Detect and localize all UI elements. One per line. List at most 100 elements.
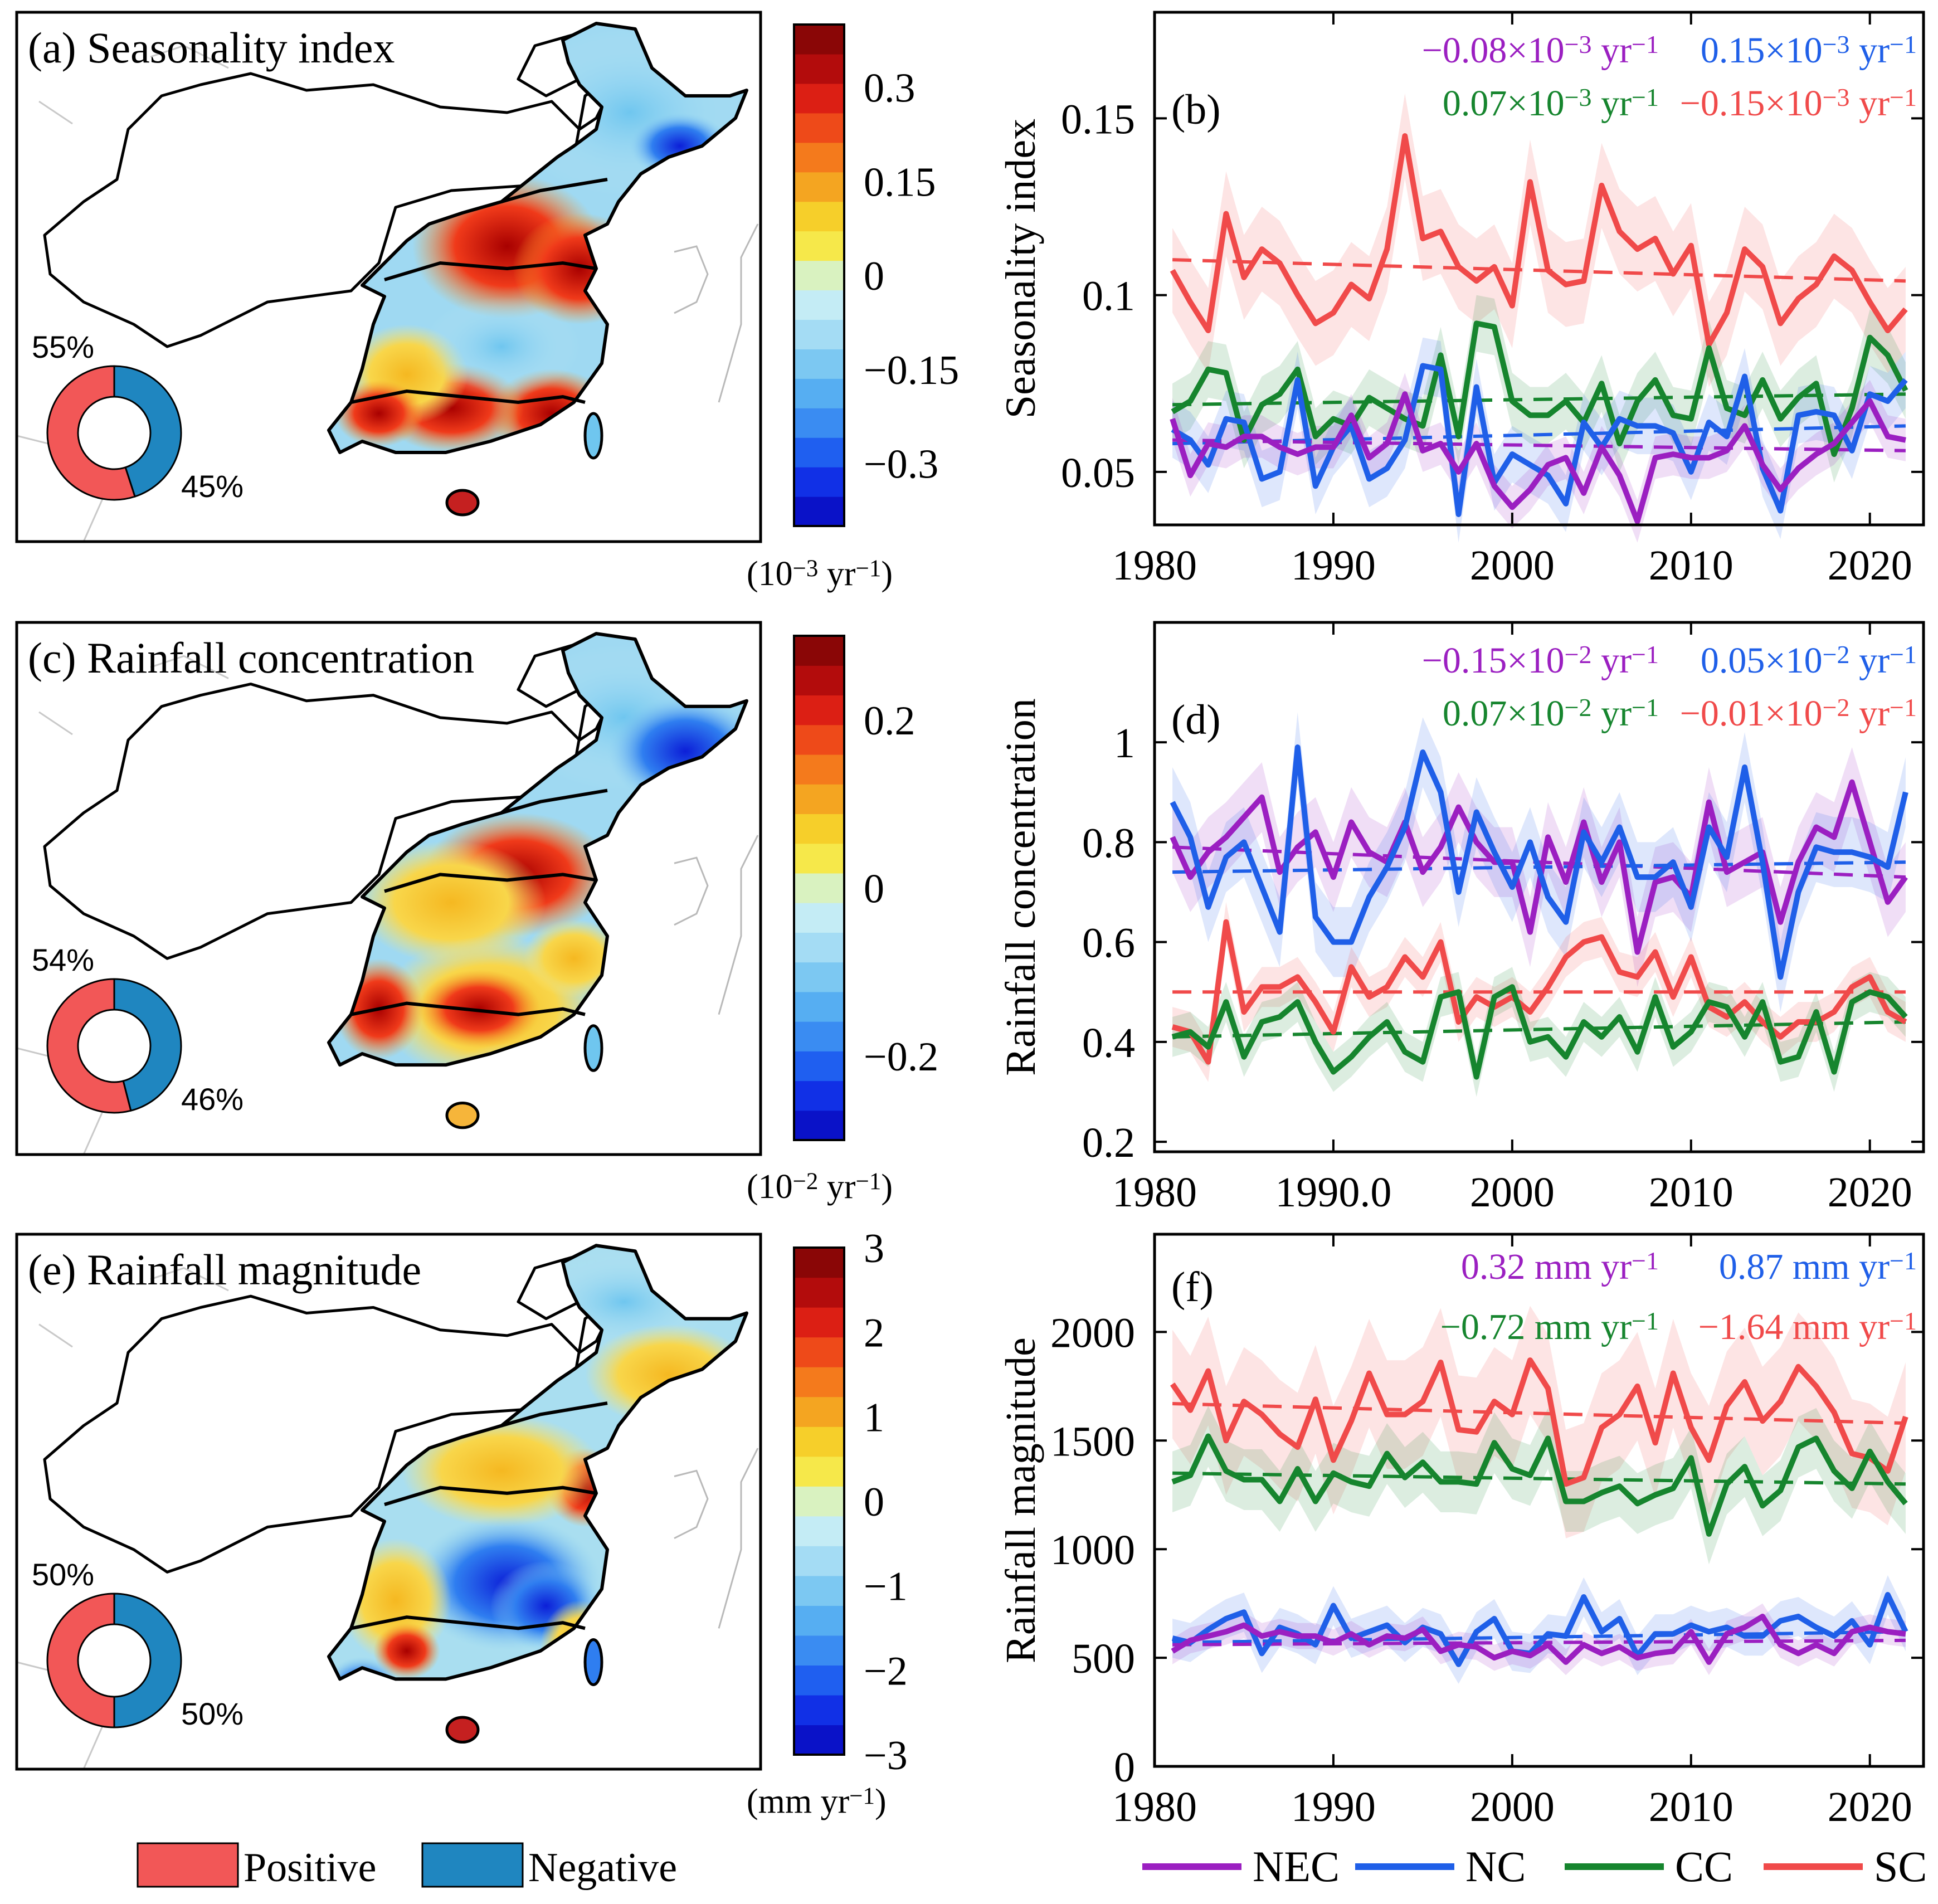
east-china-outline bbox=[327, 22, 748, 454]
sign-legend: Positive Negative bbox=[137, 1842, 677, 1891]
colorbar-band bbox=[794, 1426, 844, 1457]
map-frame bbox=[15, 1233, 762, 1771]
legend-label-nec: NEC bbox=[1253, 1842, 1340, 1891]
y-tick-label: 0.15 bbox=[1061, 96, 1135, 143]
x-tick-label: 1990 bbox=[1291, 542, 1376, 589]
y-tick-label: 1000 bbox=[1050, 1527, 1135, 1574]
x-tick-label: 2000 bbox=[1470, 1169, 1555, 1216]
trend-annotation-nec: 0.32 mm yr−1 bbox=[1461, 1246, 1659, 1287]
positive-share-slice bbox=[46, 365, 136, 501]
korea-outline bbox=[674, 1469, 709, 1540]
colorbar-band bbox=[794, 1546, 844, 1576]
y-tick-label: 0.4 bbox=[1082, 1020, 1135, 1067]
taiwan-island bbox=[583, 1638, 603, 1686]
colorbar-band bbox=[794, 636, 844, 666]
trend-line-sc bbox=[1172, 258, 1906, 283]
colorbar-tick-label: 0.2 bbox=[864, 698, 916, 744]
band-sc bbox=[1172, 1306, 1906, 1538]
y-tick-label: 0.8 bbox=[1082, 820, 1135, 866]
y-tick-label: 0.05 bbox=[1061, 450, 1135, 496]
y-tick-label: 1 bbox=[1114, 720, 1135, 767]
trend-annotation-nc: 0.05×10−2 yr−1 bbox=[1701, 640, 1917, 681]
trend-annotation-nec: −0.15×10−2 yr−1 bbox=[1422, 640, 1659, 681]
japan-outline bbox=[718, 1448, 759, 1629]
negative-share-slice bbox=[113, 1593, 182, 1728]
band-sc bbox=[1172, 93, 1906, 387]
mongolia-outline bbox=[38, 1267, 229, 1348]
x-tick-label: 2020 bbox=[1828, 1169, 1912, 1216]
colorbar-band bbox=[794, 1635, 844, 1666]
hainan-island bbox=[445, 1716, 480, 1744]
trend-annotation-nec: −0.08×10−3 yr−1 bbox=[1422, 30, 1659, 71]
positive-share-label: 54% bbox=[32, 942, 94, 977]
series-line-nec bbox=[1170, 779, 1908, 955]
map-title: (e) Rainfall magnitude bbox=[28, 1245, 421, 1294]
colorbar-tick-label: −1 bbox=[864, 1564, 908, 1610]
colorbar-band bbox=[794, 260, 844, 291]
colorbar-tick-label: 0.3 bbox=[864, 66, 916, 111]
band-nec bbox=[1172, 1603, 1906, 1676]
east-china-outline bbox=[327, 632, 748, 1067]
y-tick-label: 0.1 bbox=[1082, 273, 1135, 320]
colorbar-unit-label: (10−2 yr−1) bbox=[747, 1168, 893, 1206]
series-legend: NEC NC CC SC bbox=[1142, 1842, 1927, 1891]
series-line-sc bbox=[1170, 1357, 1908, 1487]
series-line-nc bbox=[1171, 363, 1908, 517]
negative-share-slice bbox=[113, 365, 182, 498]
colorbar-c: 0.2 0 −0.2 (10−2 yr−1) bbox=[747, 635, 938, 1206]
trend-annotation-nc: 0.15×10−3 yr−1 bbox=[1701, 30, 1917, 71]
colorbar-band bbox=[794, 1516, 844, 1546]
colorbar-band bbox=[794, 1021, 844, 1051]
trend-annotation-sc: −1.64 mm yr−1 bbox=[1698, 1307, 1917, 1347]
axes-frame bbox=[1153, 1233, 1925, 1768]
colorbar-band bbox=[794, 991, 844, 1022]
colorbar-band bbox=[794, 1725, 844, 1755]
region-boundary-sc-cc bbox=[350, 1001, 586, 1016]
y-axis-label: Rainfall concentration bbox=[997, 698, 1044, 1075]
colorbar-band bbox=[794, 1080, 844, 1111]
colorbar-frame bbox=[793, 1246, 845, 1756]
colorbar-band bbox=[794, 1367, 844, 1397]
field-patch bbox=[423, 296, 580, 397]
x-tick-label: 2020 bbox=[1828, 542, 1912, 589]
axes-frame bbox=[1153, 11, 1925, 527]
trend-annotation-sc: −0.01×10−2 yr−1 bbox=[1680, 693, 1917, 734]
colorbar-band bbox=[794, 53, 844, 84]
colorbar-tick-label: 1 bbox=[864, 1395, 884, 1440]
negative-share-label: 45% bbox=[181, 469, 244, 504]
x-tick-label: 2000 bbox=[1470, 1784, 1555, 1830]
panel-label: (b) bbox=[1171, 86, 1221, 133]
region-boundary-nc-nec bbox=[501, 1401, 608, 1428]
field-patch bbox=[357, 841, 546, 965]
colorbar-unit-label: (mm yr−1) bbox=[747, 1783, 887, 1820]
chart-panel-b: 0.05 0.1 0.15 1980 1990 2000 2010 2020 Seasonali… bbox=[997, 11, 1925, 589]
colorbar-band bbox=[794, 695, 844, 725]
series-line-sc bbox=[1170, 133, 1908, 348]
band-cc bbox=[1172, 967, 1906, 1097]
series-line-nec bbox=[1170, 391, 1906, 524]
japan-outline bbox=[718, 223, 759, 403]
trend-line-nec bbox=[1172, 438, 1906, 452]
colorbar-band bbox=[794, 784, 844, 815]
colorbar-tick-label: 2 bbox=[864, 1311, 884, 1356]
colorbar-band bbox=[794, 814, 844, 844]
positive-share-label: 55% bbox=[32, 329, 94, 364]
colorbar-unit-label: (10−3 yr−1) bbox=[747, 555, 893, 593]
positive-share-slice bbox=[46, 978, 132, 1114]
map-frame bbox=[15, 621, 762, 1156]
colorbar-band bbox=[794, 113, 844, 143]
y-tick-label: 500 bbox=[1072, 1635, 1135, 1682]
positive-share-label: 50% bbox=[32, 1557, 94, 1592]
colorbar-band bbox=[794, 903, 844, 933]
axes-frame bbox=[1153, 621, 1925, 1153]
colorbar-tick-label: −3 bbox=[864, 1733, 908, 1779]
region-boundary-nc-nec bbox=[501, 178, 608, 203]
x-tick-label: 1980 bbox=[1112, 1784, 1197, 1830]
series-line-cc bbox=[1171, 984, 1908, 1080]
colorbar-band bbox=[794, 1486, 844, 1517]
trend-annotation-cc: 0.07×10−3 yr−1 bbox=[1443, 83, 1659, 124]
map-panel-a: (a) Seasonality index 55% 45% bbox=[15, 11, 762, 543]
colorbar-band bbox=[794, 1337, 844, 1367]
colorbar-band bbox=[794, 724, 844, 755]
